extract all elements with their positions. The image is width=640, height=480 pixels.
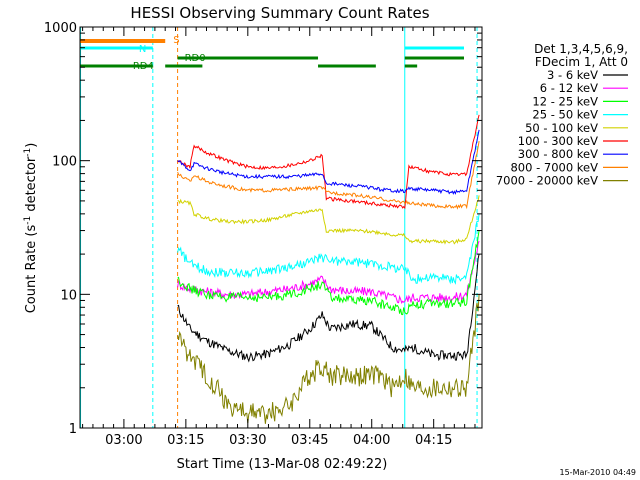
y-axis-label: Count Rate (s-1 detector-1) [23, 143, 39, 314]
legend-label-6: 300 - 800 keV [518, 147, 598, 161]
x-tick-label-5: 04:15 [415, 433, 452, 448]
series-line-3 [177, 213, 480, 285]
legend-header-1: Det 1,3,4,5,6,9, [534, 42, 628, 56]
x-tick-label-0: 03:00 [105, 433, 142, 448]
y-tick-label-0: 1 [69, 422, 77, 437]
timestamp: 15-Mar-2010 04:49 [560, 468, 637, 477]
legend: Det 1,3,4,5,6,9, FDecim 1, Att 0 3 - 6 k… [496, 42, 628, 188]
y-axis-label-end: ) [24, 143, 39, 148]
x-tick-label-1: 03:15 [167, 433, 204, 448]
status-label-s: S [173, 35, 179, 46]
legend-label-0: 3 - 6 keV [547, 68, 598, 82]
y-axis-label-mid: detector [24, 156, 39, 216]
y-axis-label-main: Count Rate (s [24, 225, 39, 314]
x-axis-label: Start Time (13-Mar-08 02:49:22) [177, 457, 388, 472]
y-axis: 1 10 100 1000 [44, 21, 482, 437]
vertical-markers [80, 27, 478, 428]
y-axis-label-sup2: -1 [23, 148, 33, 157]
x-tick-label-3: 03:45 [291, 433, 328, 448]
legend-label-1: 6 - 12 keV [540, 81, 598, 95]
legend-label-5: 100 - 300 keV [518, 134, 598, 148]
x-axis: 03:00 03:15 03:30 03:45 04:00 04:15 [82, 27, 476, 448]
status-bars: S N RD0 RD4 [80, 35, 464, 72]
series-line-8 [177, 294, 480, 424]
y-axis-label-sup1: -1 [23, 216, 33, 225]
series-lines [177, 114, 480, 424]
legend-label-7: 800 - 7000 keV [510, 160, 598, 174]
y-tick-label-2: 100 [52, 155, 77, 170]
status-label-n: N [139, 44, 146, 55]
legend-header-2: FDecim 1, Att 0 [535, 55, 628, 69]
series-line-0 [177, 253, 480, 363]
series-line-5 [177, 114, 480, 210]
status-label-rd4: RD4 [133, 61, 154, 72]
plot-frame [79, 26, 483, 429]
x-tick-label-2: 03:30 [229, 433, 266, 448]
series-line-6 [177, 129, 480, 195]
legend-label-4: 50 - 100 keV [525, 121, 598, 135]
series-line-1 [177, 240, 480, 304]
legend-label-3: 25 - 50 keV [532, 108, 598, 122]
chart-title: HESSI Observing Summary Count Rates [130, 4, 429, 22]
x-tick-label-4: 04:00 [353, 433, 390, 448]
legend-label-8: 7000 - 20000 keV [496, 174, 598, 188]
y-tick-label-1: 10 [60, 288, 77, 303]
series-line-4 [177, 195, 480, 245]
series-line-2 [177, 230, 480, 316]
y-tick-label-3: 1000 [44, 21, 77, 36]
status-label-rd0: RD0 [185, 53, 206, 64]
series-line-7 [177, 141, 480, 210]
legend-label-2: 12 - 25 keV [532, 94, 598, 108]
